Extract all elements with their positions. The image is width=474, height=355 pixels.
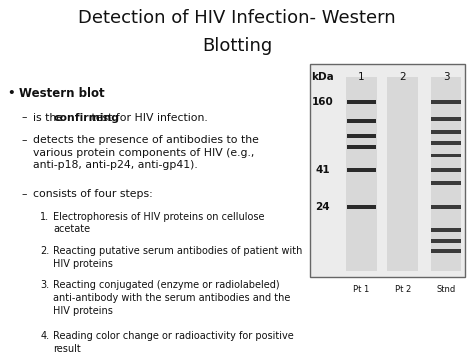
Text: detects the presence of antibodies to the
various protein components of HIV (e.g: detects the presence of antibodies to th…	[33, 135, 259, 170]
Bar	[346, 169, 376, 172]
Text: •: •	[7, 87, 15, 100]
Bar	[310, 64, 465, 277]
Text: Reading color change or radioactivity for positive
result: Reading color change or radioactivity fo…	[53, 331, 294, 354]
Text: Pt 1: Pt 1	[353, 285, 369, 294]
Bar	[431, 239, 461, 242]
Bar	[346, 135, 376, 138]
Text: 1.: 1.	[40, 212, 49, 222]
Bar	[431, 205, 461, 208]
Text: 3: 3	[443, 72, 449, 82]
Bar	[346, 145, 376, 149]
Text: Stnd: Stnd	[437, 285, 456, 294]
Bar	[431, 228, 461, 232]
Bar	[430, 77, 461, 271]
Text: 24: 24	[316, 202, 330, 212]
Text: 1: 1	[358, 72, 365, 82]
Bar	[431, 250, 461, 253]
Text: Reacting putative serum antibodies of patient with
HIV proteins: Reacting putative serum antibodies of pa…	[53, 246, 302, 269]
Text: –: –	[21, 135, 27, 145]
Text: Electrophoresis of HIV proteins on cellulose
acetate: Electrophoresis of HIV proteins on cellu…	[53, 212, 264, 234]
Bar	[431, 154, 461, 157]
Text: –: –	[21, 189, 27, 199]
Text: is the: is the	[33, 113, 67, 122]
Bar	[388, 77, 419, 271]
Bar	[431, 181, 461, 185]
Text: consists of four steps:: consists of four steps:	[33, 189, 153, 199]
Text: confirming: confirming	[54, 113, 119, 122]
Text: Western blot: Western blot	[19, 87, 105, 100]
Text: 160: 160	[312, 97, 334, 107]
Bar	[431, 169, 461, 172]
Bar	[431, 141, 461, 144]
Text: 41: 41	[316, 165, 330, 175]
Text: 3.: 3.	[40, 280, 49, 290]
Text: 2.: 2.	[40, 246, 50, 256]
Bar	[431, 130, 461, 134]
Bar	[346, 205, 376, 208]
Text: kDa: kDa	[311, 72, 334, 82]
Text: Pt 2: Pt 2	[395, 285, 411, 294]
Bar	[346, 100, 376, 104]
Text: –: –	[21, 113, 27, 122]
Text: 4.: 4.	[40, 331, 49, 341]
Bar	[346, 120, 376, 123]
Bar	[431, 100, 461, 104]
Bar	[431, 118, 461, 121]
Bar	[346, 77, 377, 271]
Text: test for HIV infection.: test for HIV infection.	[88, 113, 208, 122]
Text: 2: 2	[400, 72, 406, 82]
Text: Detection of HIV Infection- Western: Detection of HIV Infection- Western	[78, 9, 396, 27]
Text: Reacting conjugated (enzyme or radiolabeled)
anti-antibody with the serum antibo: Reacting conjugated (enzyme or radiolabe…	[53, 280, 291, 316]
Text: Blotting: Blotting	[202, 37, 272, 55]
